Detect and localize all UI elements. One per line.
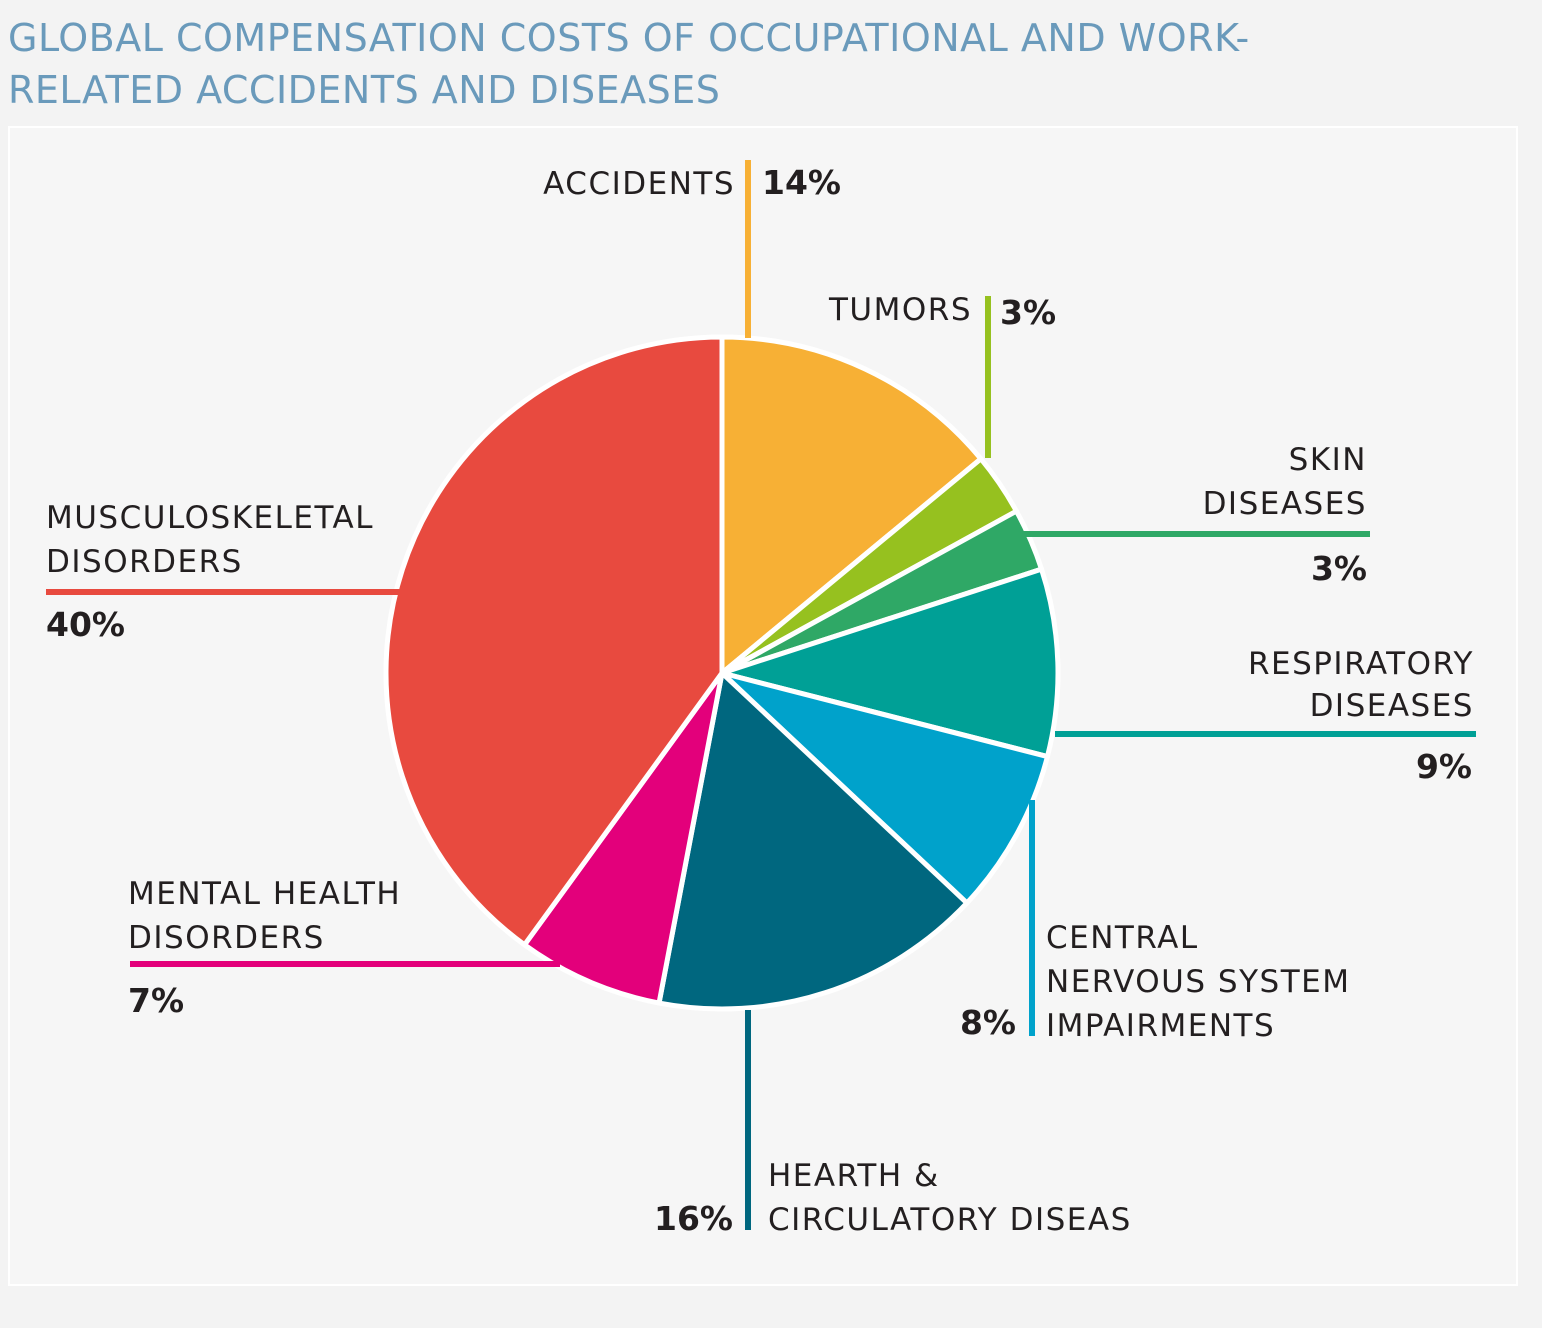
slice-label-line: SKIN <box>1289 442 1367 478</box>
slice-label-line: ACCIDENTS <box>543 166 735 202</box>
leader-lines <box>46 160 1476 1230</box>
slice-value-accidents: 14% <box>762 163 841 202</box>
slice-label-line: DISEASES <box>1203 486 1367 522</box>
slice-label-line: CIRCULATORY DISEAS <box>768 1202 1132 1238</box>
page-title: GLOBAL COMPENSATION COSTS OF OCCUPATIONA… <box>8 12 1508 116</box>
pie-slice-cns <box>719 670 1050 906</box>
pie-slice-respiratory <box>719 566 1061 760</box>
pie-slice-mental <box>522 670 725 1006</box>
slice-label-tumors: TUMORS <box>828 292 972 328</box>
slice-value-respiratory: 9% <box>1416 747 1472 786</box>
slice-value-tumors: 3% <box>1000 293 1056 332</box>
slice-value-skin: 3% <box>1311 549 1367 588</box>
slice-label-line: TUMORS <box>828 292 972 328</box>
slice-value-heart: 16% <box>654 1199 733 1238</box>
slice-label-line: MUSCULOSKELETAL <box>46 500 374 536</box>
slice-label-musculoskeletal: MUSCULOSKELETAL DISORDERS <box>46 500 374 580</box>
pie-slice-musculoskeletal <box>383 334 725 948</box>
slice-label-skin: SKIN DISEASES <box>1203 442 1367 522</box>
page-title-line-1: GLOBAL COMPENSATION COSTS OF OCCUPATIONA… <box>8 16 1250 60</box>
slice-labels: ACCIDENTS 14% TUMORS 3% SKIN DISEASES 3% RESPIR… <box>46 163 1474 1238</box>
slice-label-respiratory: RESPIRATORY DISEASES <box>1248 646 1474 724</box>
slice-label-mental: MENTAL HEALTH DISORDERS <box>128 876 401 956</box>
slice-value-mental: 7% <box>128 981 184 1020</box>
slice-label-line: HEARTH & <box>768 1158 940 1194</box>
slice-label-accidents: ACCIDENTS <box>543 166 735 202</box>
pie-slice-heart <box>656 670 970 1012</box>
slice-label-line: MENTAL HEALTH <box>128 876 401 912</box>
slice-label-line: DISEASES <box>1310 688 1474 724</box>
slice-value-musculoskeletal: 40% <box>46 605 125 644</box>
slice-label-line: RESPIRATORY <box>1248 646 1474 682</box>
slice-label-line: DISORDERS <box>46 544 243 580</box>
page-title-line-2: RELATED ACCIDENTS AND DISEASES <box>8 68 721 112</box>
slice-label-line: IMPAIRMENTS <box>1046 1008 1275 1044</box>
slice-label-line: NERVOUS SYSTEM <box>1046 964 1350 1000</box>
pie-slice-accidents <box>719 334 984 676</box>
pie-slices <box>383 334 1061 1012</box>
slice-label-line: DISORDERS <box>128 920 325 956</box>
slice-label-line: CENTRAL <box>1046 920 1199 956</box>
slice-label-cns: CENTRAL NERVOUS SYSTEM IMPAIRMENTS <box>1046 920 1350 1044</box>
slice-label-heart: HEARTH & CIRCULATORY DISEAS <box>768 1158 1132 1238</box>
slice-value-cns: 8% <box>960 1003 1016 1042</box>
